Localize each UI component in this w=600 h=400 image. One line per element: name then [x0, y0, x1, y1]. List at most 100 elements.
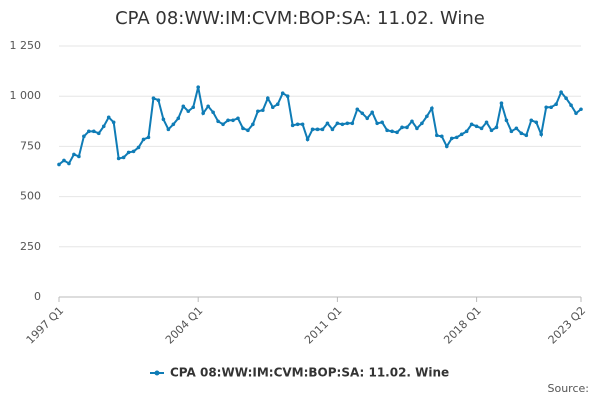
point [146, 135, 151, 140]
point [519, 131, 524, 136]
point [211, 110, 215, 115]
point [121, 155, 126, 160]
point [101, 124, 106, 129]
point [226, 118, 230, 123]
point [415, 126, 419, 131]
point [449, 136, 454, 141]
point [539, 132, 544, 137]
point [370, 110, 375, 115]
point [290, 123, 295, 128]
point [350, 121, 355, 126]
point [425, 114, 429, 119]
legend-label: CPA 08:WW:IM:CVM:BOP:SA: 11.02. Wine [170, 366, 449, 380]
chart-title: CPA 08:WW:IM:CVM:BOP:SA: 11.02. Wine [115, 8, 485, 29]
point [280, 91, 285, 95]
point [300, 122, 305, 127]
point [380, 120, 384, 125]
point [181, 104, 186, 109]
point [261, 108, 265, 113]
point [420, 121, 424, 126]
point [221, 122, 225, 127]
point [106, 115, 111, 120]
point [469, 122, 474, 127]
point [489, 128, 494, 133]
point [365, 116, 370, 121]
point [72, 152, 76, 157]
x-tick-label: 1997 Q1 [24, 304, 67, 347]
point [96, 131, 101, 136]
point [241, 126, 245, 131]
point [206, 104, 210, 109]
point [176, 116, 181, 121]
point [405, 125, 409, 130]
point [554, 102, 558, 107]
point [251, 122, 255, 127]
point [236, 116, 240, 121]
point [529, 118, 534, 123]
point [504, 118, 509, 123]
point [116, 156, 121, 161]
y-tick-label: 0 [34, 290, 41, 303]
point [201, 111, 205, 116]
point [131, 149, 136, 154]
point [141, 137, 146, 142]
point [151, 96, 156, 101]
point [126, 150, 131, 155]
point [494, 125, 499, 130]
point [335, 121, 340, 126]
y-tick-label: 250 [20, 240, 41, 253]
point [410, 119, 414, 124]
point [564, 96, 568, 101]
point [57, 162, 61, 167]
point [435, 133, 439, 138]
point [156, 98, 161, 103]
point [440, 134, 444, 139]
x-tick-label: 2023 Q2 [546, 304, 589, 347]
point [136, 145, 141, 150]
point [395, 130, 399, 135]
point [524, 133, 529, 138]
point [310, 127, 315, 132]
point [196, 85, 200, 89]
point [87, 129, 91, 134]
x-tick-label: 2004 Q1 [163, 304, 206, 347]
point [499, 101, 504, 106]
point [191, 105, 196, 110]
point [246, 128, 250, 133]
point [275, 102, 280, 107]
point [92, 129, 96, 134]
y-tick-label: 1 000 [10, 89, 42, 102]
series-line [58, 86, 582, 166]
point [375, 121, 379, 126]
point [385, 128, 389, 133]
point [216, 119, 220, 124]
point [569, 103, 573, 108]
legend-marker [154, 370, 160, 376]
point [171, 122, 176, 127]
point [270, 105, 275, 110]
point [325, 121, 330, 126]
point [509, 129, 514, 134]
point [320, 127, 325, 132]
point [266, 96, 270, 101]
point [459, 132, 464, 137]
point [444, 144, 449, 149]
point [256, 109, 260, 114]
point [340, 122, 345, 127]
point [295, 122, 300, 127]
x-tick-label: 2018 Q1 [441, 304, 484, 347]
point [285, 94, 290, 98]
point [360, 111, 365, 116]
y-tick-label: 500 [20, 190, 41, 203]
point [111, 120, 116, 125]
point [400, 125, 404, 130]
point [67, 161, 71, 166]
point [186, 109, 191, 114]
point [62, 158, 66, 163]
point [161, 117, 166, 122]
point [82, 134, 86, 139]
point [355, 107, 360, 112]
point [305, 137, 310, 142]
